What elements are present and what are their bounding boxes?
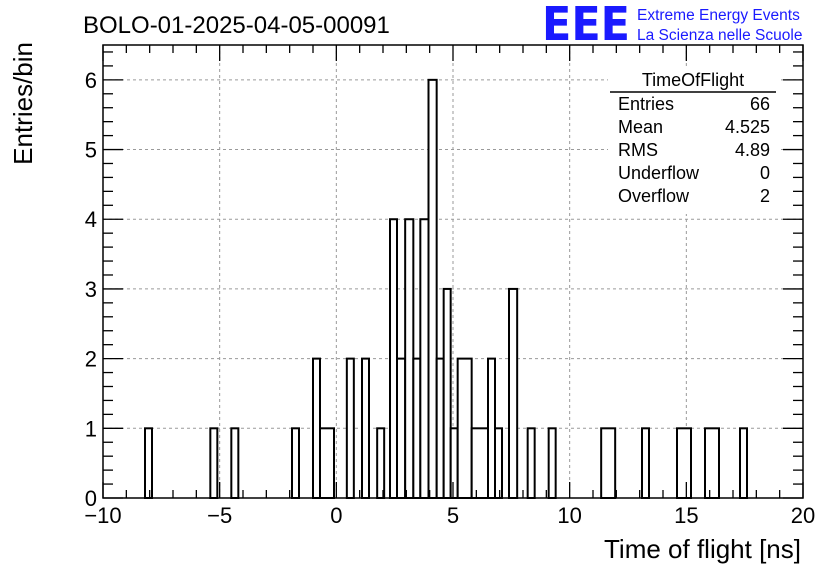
x-tick-label: 0	[330, 503, 342, 528]
histogram-bar	[144, 427, 153, 499]
stats-row-value: 4.525	[725, 117, 770, 137]
histogram-bar	[449, 427, 459, 499]
histogram-bar	[442, 287, 452, 499]
histogram-bar	[209, 427, 219, 499]
histogram-bar	[345, 357, 355, 499]
histogram-bar	[526, 427, 536, 499]
y-tick-label: 3	[85, 277, 97, 302]
stats-box: TimeOfFlight Entries 66 Mean 4.525 RMS 4.89 Un…	[608, 66, 778, 214]
x-tick-label: −5	[207, 503, 232, 528]
eee-logo-line2: La Scienza nelle Scuole	[637, 27, 802, 44]
y-tick-label: 4	[85, 207, 97, 232]
histogram-bar	[376, 427, 386, 499]
eee-logo: EEE Extreme Energy Events La Scienza nel…	[542, 0, 802, 51]
histogram-bar	[396, 357, 407, 499]
histogram-bar	[547, 427, 557, 499]
x-tick-label: 15	[674, 503, 698, 528]
histogram-bar	[412, 357, 422, 499]
histogram-bar	[312, 357, 321, 499]
histogram-bar	[435, 357, 445, 499]
x-tick-label: −10	[84, 503, 121, 528]
y-axis-label: Entries/bin	[8, 42, 38, 165]
stats-box-title: TimeOfFlight	[642, 70, 744, 90]
stats-row-label: Underflow	[618, 163, 700, 183]
histogram-bar	[600, 427, 617, 499]
eee-logo-line1: Extreme Energy Events	[637, 7, 800, 24]
y-tick-label: 2	[85, 347, 97, 372]
y-tick-label: 0	[85, 486, 97, 511]
histogram-bar	[739, 427, 748, 499]
histogram-bar	[291, 427, 300, 499]
stats-row-label: Mean	[618, 117, 663, 137]
stats-row-value: 2	[760, 186, 770, 206]
histogram-bar	[427, 78, 438, 499]
histogram-bar	[487, 357, 496, 499]
histogram-bar	[676, 427, 692, 499]
x-tick-label: 5	[447, 503, 459, 528]
y-tick-label: 5	[85, 138, 97, 163]
histogram-bar	[389, 218, 398, 499]
y-tick-label: 1	[85, 416, 97, 441]
stats-row-label: RMS	[618, 140, 658, 160]
histogram-bar	[494, 427, 503, 499]
x-axis-label: Time of flight [ns]	[604, 534, 801, 564]
y-tick-label: 6	[85, 68, 97, 93]
stats-row-value: 4.89	[735, 140, 770, 160]
stats-box-background	[608, 66, 778, 214]
chart-title: BOLO-01-2025-04-05-00091	[83, 12, 390, 39]
stats-row-label: Entries	[618, 94, 674, 114]
histogram-bar	[230, 427, 240, 499]
histogram-bar	[508, 287, 519, 499]
stats-row-value: 66	[750, 94, 770, 114]
histogram-bar	[361, 357, 370, 499]
stats-row-label: Overflow	[618, 186, 690, 206]
histogram-bar	[470, 427, 489, 499]
histogram-bar	[404, 218, 415, 499]
histogram-bar	[704, 427, 720, 499]
histogram-bar	[641, 427, 650, 499]
histogram-bar	[456, 357, 473, 499]
x-tick-label: 20	[791, 503, 815, 528]
histogram-bar	[319, 427, 335, 499]
stats-row-value: 0	[760, 163, 770, 183]
histogram-bar	[419, 218, 430, 499]
x-tick-label: 10	[557, 503, 581, 528]
eee-logo-mark: EEE	[542, 0, 630, 51]
